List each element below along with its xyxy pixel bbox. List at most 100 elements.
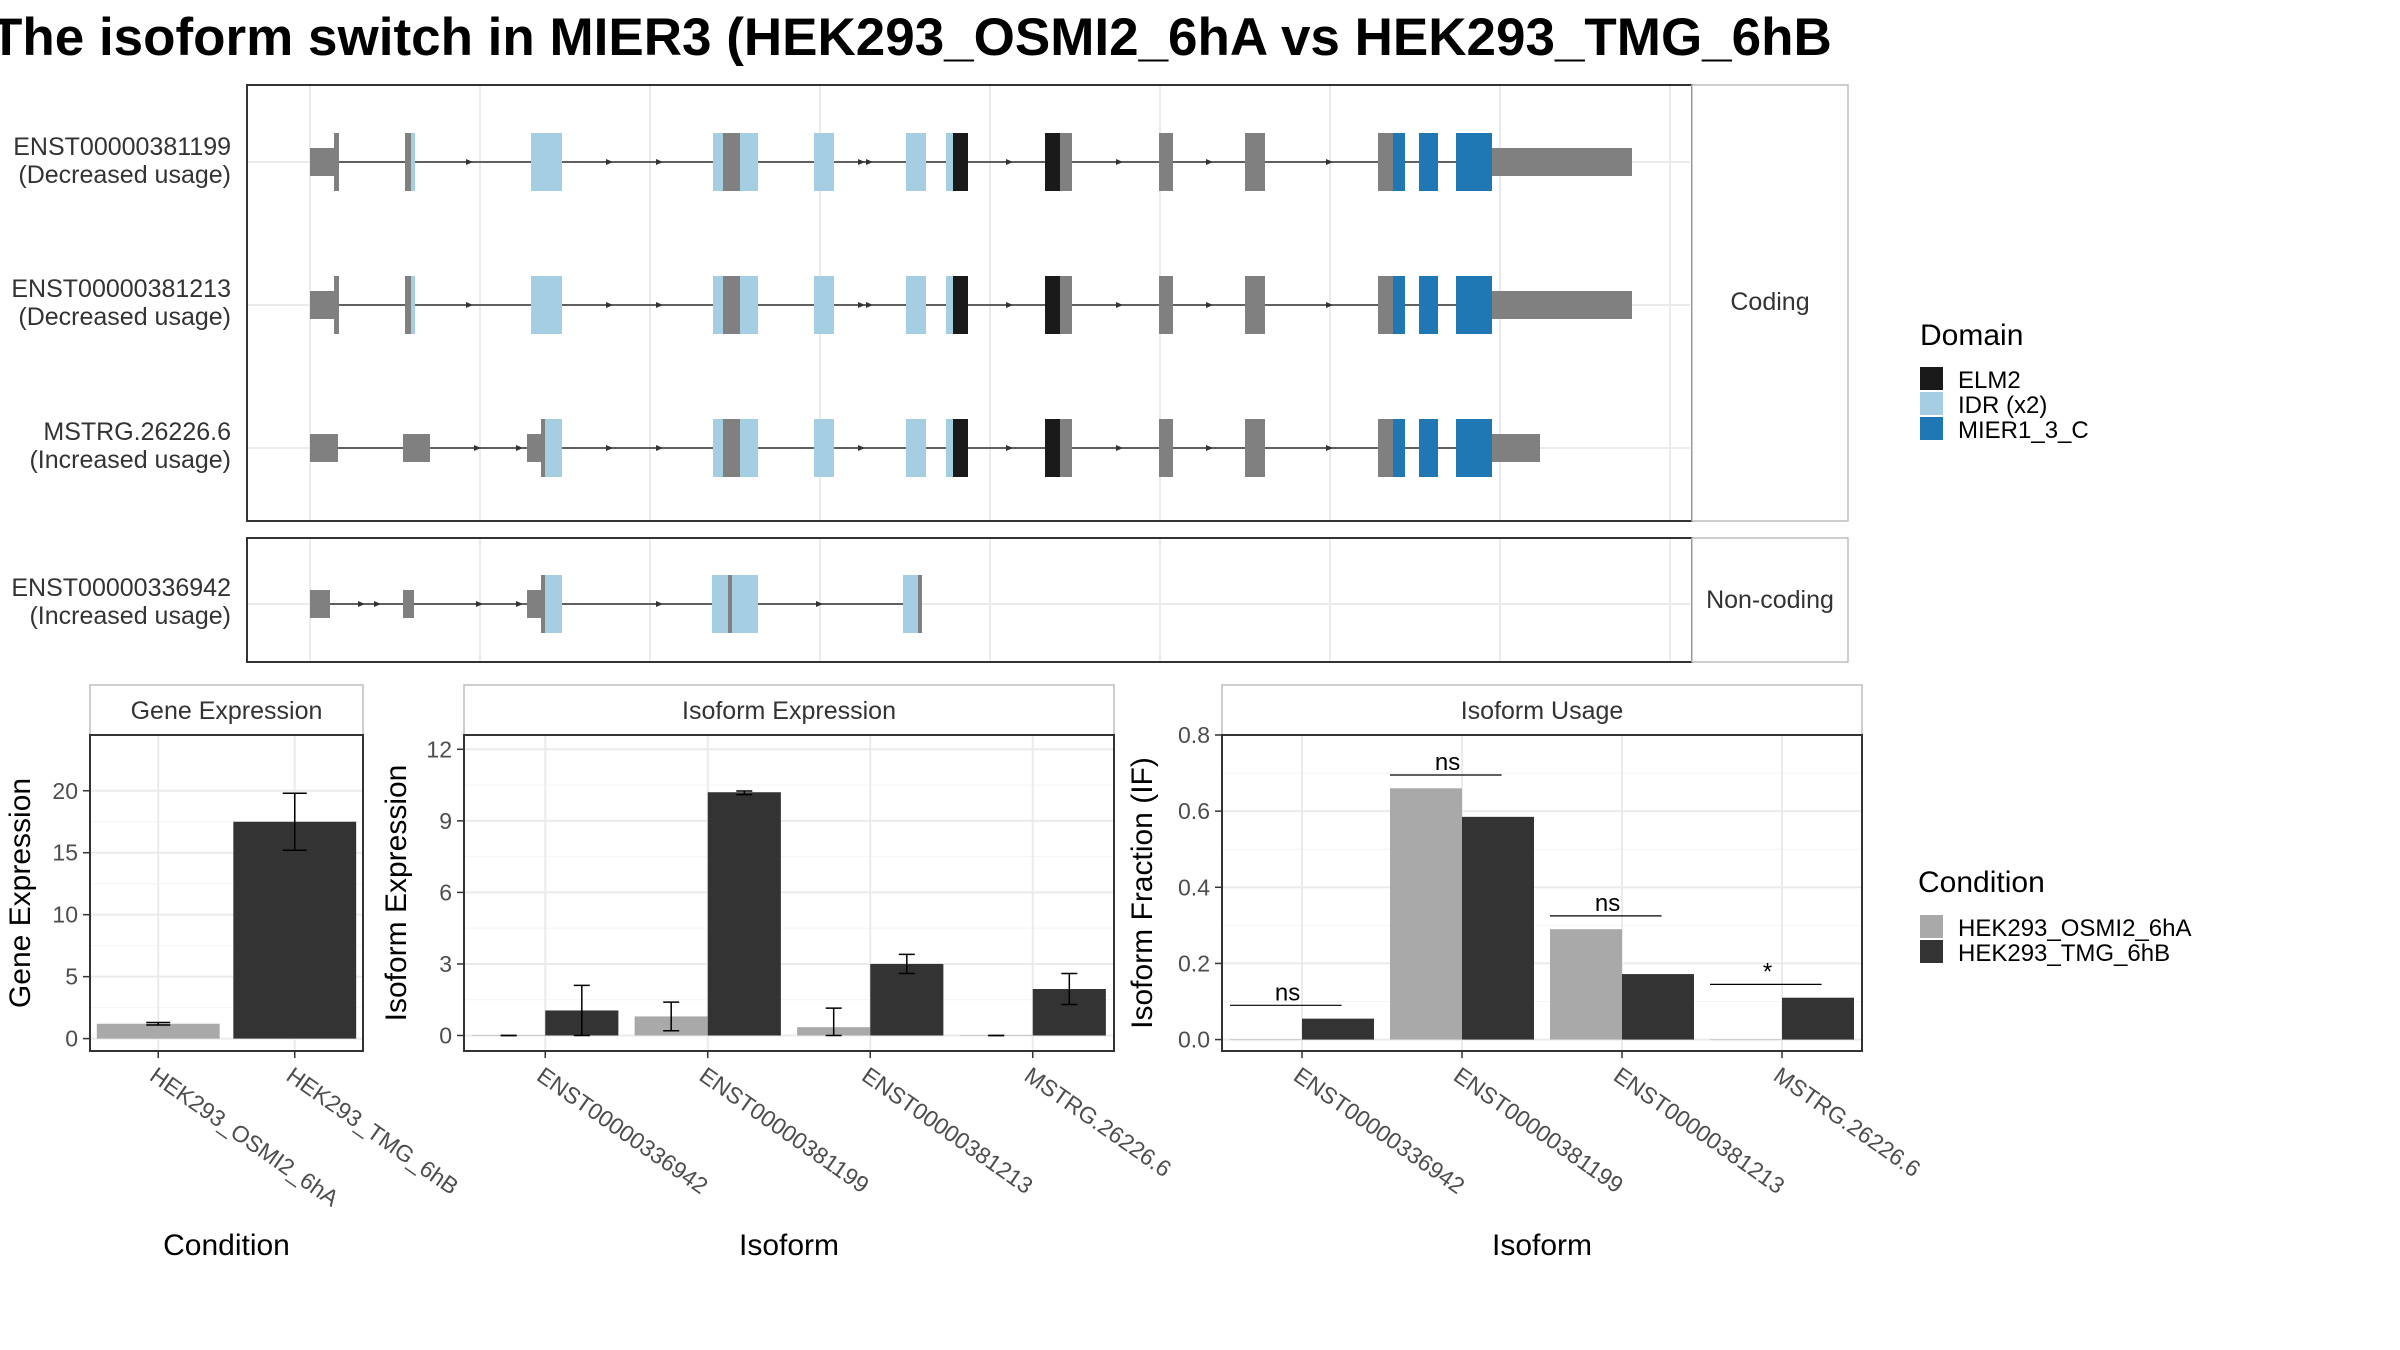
strand-arrow	[1116, 445, 1123, 451]
legend-label-elm2: ELM2	[1958, 367, 2021, 394]
bar	[1622, 974, 1694, 1040]
exon-block	[1245, 133, 1265, 191]
strand-arrow	[866, 302, 873, 308]
legend-label-idr: IDR (x2)	[1958, 392, 2047, 419]
exon-block	[1045, 133, 1060, 191]
exon-block	[1245, 276, 1265, 334]
strand-arrow	[516, 445, 523, 451]
strand-arrow	[1206, 159, 1213, 165]
y-tick-label: 0.8	[1178, 722, 1210, 748]
exon-block	[1393, 276, 1405, 334]
strand-arrow	[1006, 159, 1013, 165]
transcript-model	[310, 419, 1540, 477]
legend-swatch-tmg	[1920, 940, 1943, 963]
exon-block	[411, 276, 415, 334]
panel-strip	[1221, 684, 1863, 736]
bar	[96, 1023, 220, 1039]
condition-legend: Condition HEK293_OSMI2_6hA HEK293_TMG_6h…	[1918, 866, 2191, 967]
y-tick-label: 9	[439, 808, 452, 834]
bar	[1710, 1039, 1782, 1041]
exon-block	[918, 575, 922, 633]
x-tick-label: ENST00000381213	[1609, 1062, 1789, 1199]
exon-block	[903, 575, 918, 633]
exon-block	[1159, 419, 1173, 477]
strand-arrow	[466, 159, 473, 165]
exon-block	[1492, 291, 1632, 319]
y-tick-label: 15	[52, 840, 78, 866]
exon-block	[1378, 276, 1393, 334]
x-tick-label: ENST00000336942	[532, 1062, 712, 1199]
strand-arrow	[1206, 445, 1213, 451]
exon-block	[541, 419, 545, 477]
exon-block	[310, 291, 334, 319]
bar	[1390, 788, 1462, 1040]
panel-strip	[463, 684, 1115, 736]
y-axis-title: Isoform Expression	[380, 765, 413, 1022]
strand-arrow	[476, 601, 483, 607]
strand-arrow	[474, 445, 481, 451]
bar	[1462, 816, 1534, 1040]
bar	[1782, 997, 1854, 1040]
x-tick-label: ENST00000381199	[1449, 1062, 1628, 1198]
exon-block	[906, 133, 926, 191]
y-tick-label: 0.4	[1178, 874, 1210, 900]
x-axis-title: Isoform	[1492, 1229, 1592, 1262]
exon-block	[728, 575, 732, 633]
transcript-label-usage: (Decreased usage)	[18, 161, 231, 189]
x-tick-label: ENST00000381213	[857, 1062, 1037, 1199]
bar	[1302, 1018, 1374, 1040]
strand-arrow	[1206, 302, 1213, 308]
strand-arrow	[358, 601, 365, 607]
panel-strip	[89, 684, 364, 736]
exon-block	[740, 276, 758, 334]
exon-block	[1456, 419, 1492, 477]
exon-block	[906, 419, 926, 477]
exon-block	[527, 590, 541, 618]
y-axis-title: Gene Expression	[4, 778, 37, 1008]
x-axis-title: Condition	[163, 1229, 290, 1262]
coding-strip-label: Coding	[1730, 288, 1809, 316]
legend-swatch-elm2	[1920, 367, 1943, 390]
x-tick-label: MSTRG.26226.6	[1020, 1062, 1176, 1182]
significance-label: ns	[1275, 979, 1300, 1006]
exon-block	[1159, 276, 1173, 334]
bar	[1550, 929, 1622, 1040]
y-tick-label: 5	[65, 964, 78, 990]
exon-block	[541, 575, 545, 633]
exon-block	[713, 133, 723, 191]
exon-block	[723, 276, 740, 334]
condition-legend-title: Condition	[1918, 866, 2045, 899]
exon-block	[527, 434, 541, 462]
exon-block	[713, 419, 723, 477]
figure-title: The isoform switch in MIER3 (HEK293_OSMI…	[0, 8, 1832, 67]
x-tick-label: ENST00000381199	[695, 1062, 874, 1198]
exon-block	[953, 133, 968, 191]
strand-arrow	[1116, 302, 1123, 308]
exon-block	[1045, 276, 1060, 334]
transcript-label-id: ENST00000336942	[11, 574, 231, 602]
exon-block	[953, 419, 968, 477]
strand-arrow	[1116, 159, 1123, 165]
exon-block	[1245, 419, 1265, 477]
transcript-label-usage: (Decreased usage)	[18, 303, 231, 331]
transcript-label-id: ENST00000381213	[11, 275, 231, 303]
exon-block	[1419, 276, 1438, 334]
legend-swatch-osmi2	[1920, 915, 1943, 938]
noncoding-strip	[1691, 537, 1849, 663]
transcript-model	[310, 133, 1632, 191]
exon-block	[531, 276, 562, 334]
exon-block	[310, 434, 338, 462]
exon-block	[1159, 133, 1173, 191]
strand-arrow	[656, 159, 663, 165]
strand-arrow	[1326, 159, 1333, 165]
x-tick-label: ENST00000336942	[1289, 1062, 1469, 1199]
exon-block	[1393, 419, 1405, 477]
strand-arrow	[656, 601, 663, 607]
x-tick-label: MSTRG.26226.6	[1769, 1062, 1925, 1182]
transcript-label-usage: (Increased usage)	[29, 602, 231, 630]
exon-block	[713, 276, 723, 334]
isoform-expression-chart: Isoform Expression036912ENST00000336942E…	[380, 684, 1176, 1262]
exon-block	[531, 133, 562, 191]
transcript-label-id: MSTRG.26226.6	[43, 418, 231, 446]
